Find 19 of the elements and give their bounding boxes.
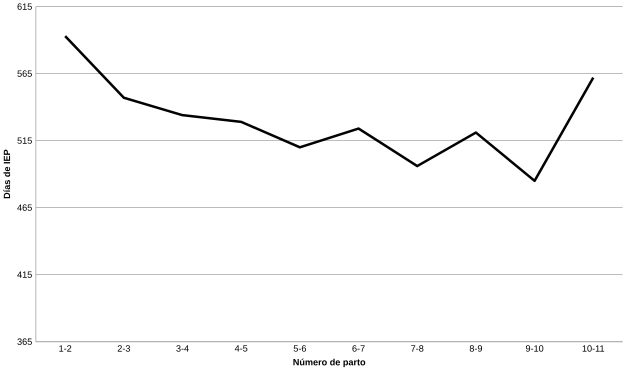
y-tick-label: 465 [17, 204, 32, 212]
x-tick-label: 6-7 [352, 345, 365, 352]
y-tick-label: 415 [17, 272, 32, 278]
y-tick-label: 565 [17, 70, 32, 78]
y-axis-title: Días de IEP [3, 150, 10, 199]
y-tick-label: 515 [17, 138, 32, 144]
x-tick-label: 5-6 [294, 345, 306, 352]
x-axis-title: Número de parto [293, 358, 366, 368]
x-tick-label: 9-10 [526, 345, 544, 352]
line-series [64, 35, 595, 182]
x-tick-label: 8-9 [470, 345, 482, 352]
y-tick-label: 365 [17, 338, 32, 346]
x-tick-label: 3-4 [176, 345, 189, 352]
x-tick-label: 10-11 [582, 345, 604, 352]
y-tick-label: 615 [18, 4, 32, 10]
x-tick-label: 4-5 [234, 345, 248, 352]
x-tick-label: 2-3 [118, 345, 130, 352]
x-tick-label: 7-8 [411, 345, 424, 352]
x-tick-label: 1-2 [59, 345, 72, 352]
